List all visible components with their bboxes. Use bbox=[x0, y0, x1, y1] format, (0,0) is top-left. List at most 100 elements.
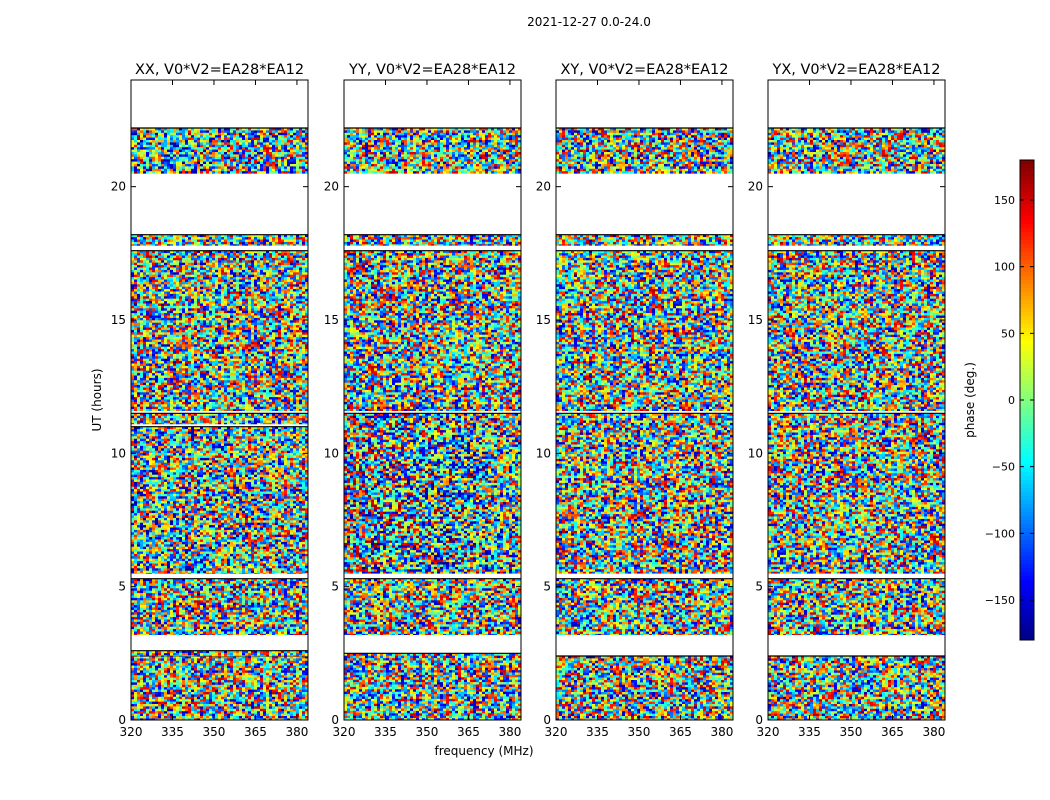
colorbar-step bbox=[1020, 564, 1034, 569]
colorbar-tick-label: −150 bbox=[985, 594, 1015, 607]
colorbar-step bbox=[1020, 268, 1034, 273]
colorbar-step bbox=[1020, 328, 1034, 333]
colorbar-step bbox=[1020, 372, 1034, 377]
colorbar-step bbox=[1020, 508, 1034, 513]
colorbar-step bbox=[1020, 392, 1034, 397]
y-tick-label: 5 bbox=[331, 580, 339, 594]
colorbar-step bbox=[1020, 356, 1034, 361]
colorbar-step bbox=[1020, 340, 1034, 345]
colorbar-step bbox=[1020, 416, 1034, 421]
colorbar-step bbox=[1020, 472, 1034, 477]
y-tick-label: 10 bbox=[111, 446, 126, 460]
colorbar-step bbox=[1020, 332, 1034, 337]
colorbar-tick-label: −50 bbox=[992, 461, 1015, 474]
colorbar-step bbox=[1020, 408, 1034, 413]
colorbar-step bbox=[1020, 560, 1034, 565]
y-tick-label: 10 bbox=[536, 446, 551, 460]
colorbar-step bbox=[1020, 388, 1034, 393]
x-tick-label: 365 bbox=[881, 725, 904, 739]
x-axis-label: frequency (MHz) bbox=[434, 744, 533, 758]
colorbar-step bbox=[1020, 364, 1034, 369]
colorbar-step bbox=[1020, 260, 1034, 265]
y-tick-label: 15 bbox=[324, 313, 339, 327]
colorbar-step bbox=[1020, 440, 1034, 445]
colorbar-step bbox=[1020, 384, 1034, 389]
colorbar-step bbox=[1020, 188, 1034, 193]
x-tick-label: 335 bbox=[798, 725, 821, 739]
colorbar-step bbox=[1020, 160, 1034, 165]
y-tick-label: 20 bbox=[324, 180, 339, 194]
colorbar-step bbox=[1020, 236, 1034, 241]
colorbar-step bbox=[1020, 456, 1034, 461]
colorbar-tick-label: 150 bbox=[994, 194, 1015, 207]
colorbar-step bbox=[1020, 164, 1034, 169]
colorbar-step bbox=[1020, 448, 1034, 453]
colorbar-step bbox=[1020, 180, 1034, 185]
colorbar-step bbox=[1020, 468, 1034, 473]
colorbar-step bbox=[1020, 272, 1034, 277]
colorbar-step bbox=[1020, 572, 1034, 577]
colorbar-step bbox=[1020, 216, 1034, 221]
colorbar-step bbox=[1020, 608, 1034, 613]
colorbar-step bbox=[1020, 536, 1034, 541]
x-tick-label: 365 bbox=[669, 725, 692, 739]
y-tick-label: 20 bbox=[111, 180, 126, 194]
x-tick-label: 320 bbox=[120, 725, 143, 739]
x-tick-label: 335 bbox=[586, 725, 609, 739]
colorbar-step bbox=[1020, 336, 1034, 341]
colorbar-step bbox=[1020, 420, 1034, 425]
colorbar-step bbox=[1020, 460, 1034, 465]
colorbar-step bbox=[1020, 348, 1034, 353]
x-tick-label: 320 bbox=[333, 725, 356, 739]
colorbar-step bbox=[1020, 300, 1034, 305]
x-tick-label: 320 bbox=[545, 725, 568, 739]
colorbar-step bbox=[1020, 360, 1034, 365]
x-tick-label: 380 bbox=[710, 725, 733, 739]
colorbar-step bbox=[1020, 228, 1034, 233]
colorbar-tick-label: 50 bbox=[1001, 327, 1015, 340]
panel-title: YY, V0*V2=EA28*EA12 bbox=[348, 62, 516, 78]
y-tick-label: 10 bbox=[324, 446, 339, 460]
colorbar-tick-label: 0 bbox=[1008, 394, 1015, 407]
colorbar-step bbox=[1020, 192, 1034, 197]
colorbar-step bbox=[1020, 500, 1034, 505]
y-tick-label: 5 bbox=[118, 580, 126, 594]
y-tick-label: 5 bbox=[755, 580, 763, 594]
x-tick-label: 320 bbox=[757, 725, 780, 739]
x-tick-label: 380 bbox=[922, 725, 945, 739]
colorbar-step bbox=[1020, 548, 1034, 553]
y-tick-label: 15 bbox=[748, 313, 763, 327]
x-tick-label: 335 bbox=[374, 725, 397, 739]
colorbar-step bbox=[1020, 400, 1034, 405]
y-tick-label: 15 bbox=[111, 313, 126, 327]
colorbar-step bbox=[1020, 380, 1034, 385]
colorbar-step bbox=[1020, 292, 1034, 297]
colorbar-step bbox=[1020, 616, 1034, 621]
colorbar-step bbox=[1020, 584, 1034, 589]
colorbar-step bbox=[1020, 452, 1034, 457]
colorbar-step bbox=[1020, 568, 1034, 573]
colorbar-step bbox=[1020, 496, 1034, 501]
colorbar-step bbox=[1020, 620, 1034, 625]
colorbar-step bbox=[1020, 612, 1034, 617]
colorbar-step bbox=[1020, 312, 1034, 317]
panel-title: XX, V0*V2=EA28*EA12 bbox=[135, 62, 304, 78]
colorbar-step bbox=[1020, 528, 1034, 533]
colorbar-step bbox=[1020, 432, 1034, 437]
x-tick-label: 350 bbox=[628, 725, 651, 739]
x-tick-label: 350 bbox=[203, 725, 226, 739]
colorbar-step bbox=[1020, 244, 1034, 249]
colorbar-step bbox=[1020, 632, 1034, 637]
panel-title: YX, V0*V2=EA28*EA12 bbox=[771, 62, 940, 78]
y-tick-label: 5 bbox=[543, 580, 551, 594]
colorbar-step bbox=[1020, 556, 1034, 561]
colorbar-tick-label: −100 bbox=[985, 527, 1015, 540]
colorbar-step bbox=[1020, 480, 1034, 485]
colorbar-step bbox=[1020, 524, 1034, 529]
colorbar-step bbox=[1020, 232, 1034, 237]
figure-suptitle: 2021-12-27 0.0-24.0 bbox=[527, 15, 651, 29]
colorbar-step bbox=[1020, 604, 1034, 609]
colorbar-step bbox=[1020, 424, 1034, 429]
colorbar-step bbox=[1020, 280, 1034, 285]
